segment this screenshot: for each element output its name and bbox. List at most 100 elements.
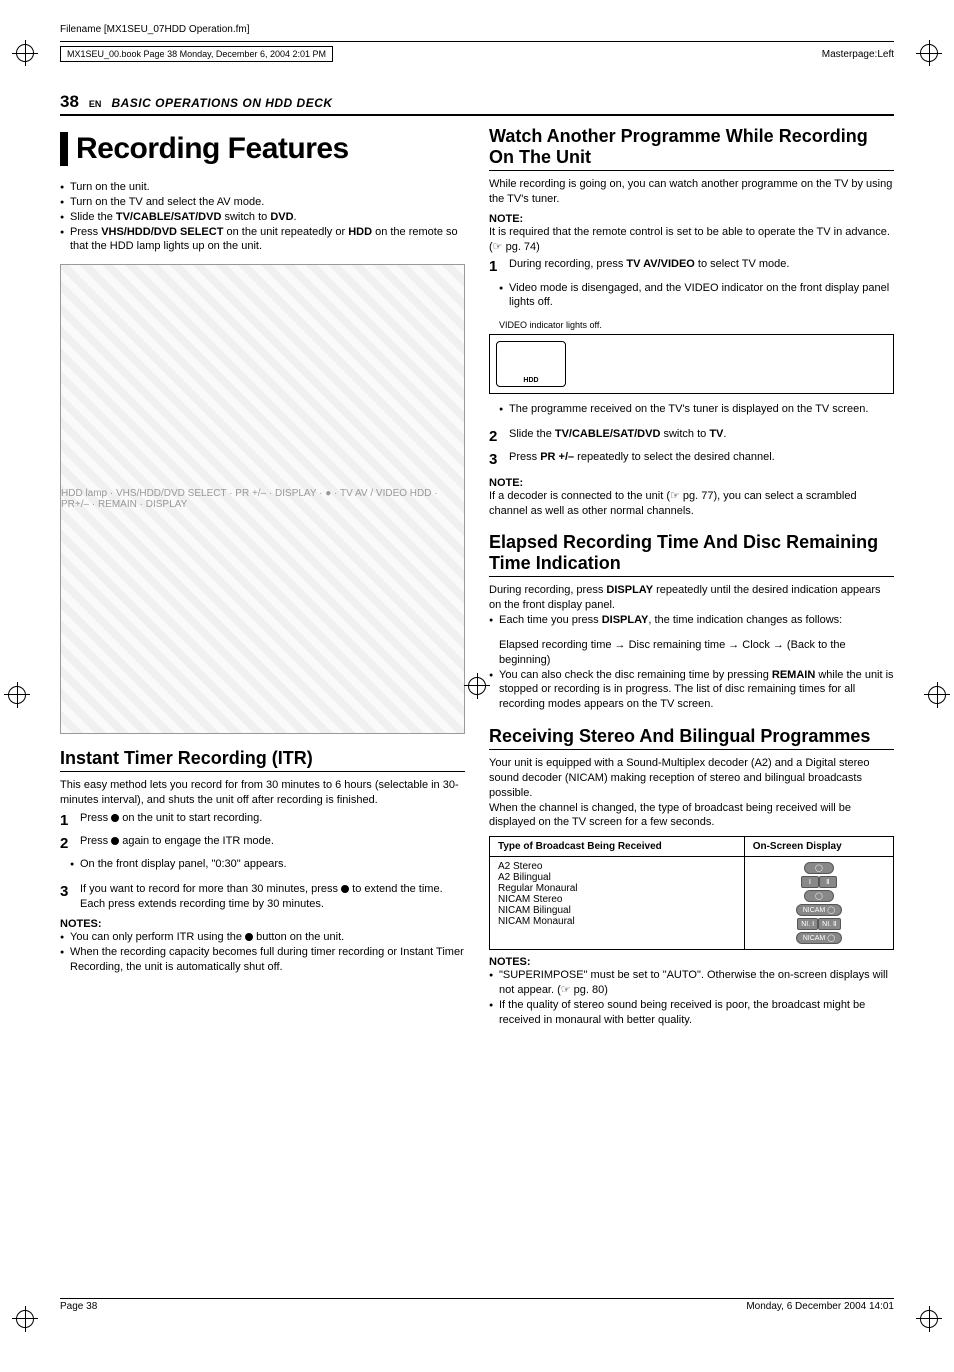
notes-list: You can only perform ITR using the butto…: [60, 930, 465, 975]
step-number: 2: [489, 427, 503, 447]
page-header: 38 EN BASIC OPERATIONS ON HDD DECK: [60, 92, 894, 116]
step-number: 1: [489, 257, 503, 277]
table-row: A2 Stereo A2 Bilingual Regular Monaural …: [490, 857, 894, 950]
display-panel-figure: HDD: [489, 334, 894, 394]
note-heading: NOTE:: [489, 477, 894, 489]
record-icon: [245, 933, 253, 941]
reg-mark: [16, 1310, 34, 1328]
step-sub: The programme received on the TV's tuner…: [499, 402, 894, 417]
figure-labels: HDD lamp · VHS/HDD/DVD SELECT · PR +/– ·…: [61, 488, 464, 510]
list-item: Each time you press DISPLAY, the time in…: [489, 613, 894, 628]
setup-item: Press VHS/HDD/DVD SELECT on the unit rep…: [60, 225, 465, 255]
step-number: 3: [60, 882, 74, 912]
record-icon: [111, 837, 119, 845]
broadcast-table: Type of Broadcast Being Received On-Scre…: [489, 836, 894, 950]
step-number: 2: [60, 834, 74, 854]
main-title: Recording Features: [60, 132, 465, 166]
notes-heading: NOTES:: [60, 918, 465, 930]
step: 2 Press again to engage the ITR mode.: [60, 834, 465, 854]
record-icon: [111, 814, 119, 822]
footer-date: Monday, 6 December 2004 14:01: [746, 1301, 894, 1312]
note-heading: NOTE:: [489, 213, 894, 225]
step: 1 Press on the unit to start recording.: [60, 811, 465, 831]
step-text: Press on the unit to start recording.: [80, 811, 262, 831]
page-number: 38: [60, 92, 79, 112]
broadcast-types: A2 Stereo A2 Bilingual Regular Monaural …: [490, 857, 745, 950]
figure-caption: VIDEO indicator lights off.: [489, 320, 894, 330]
step-number: 1: [60, 811, 74, 831]
reg-mark: [920, 44, 938, 62]
right-column: Watch Another Programme While Recording …: [489, 126, 894, 1038]
note-item: If the quality of stereo sound being rec…: [489, 998, 894, 1028]
elapsed-heading: Elapsed Recording Time And Disc Remainin…: [489, 532, 894, 577]
step-sublist: Video mode is disengaged, and the VIDEO …: [489, 281, 894, 311]
page-lang: EN: [89, 99, 102, 109]
sequence-text: Elapsed recording time → Disc remaining …: [489, 638, 894, 668]
elapsed-list: You can also check the disc remaining ti…: [489, 668, 894, 713]
notes-list: "SUPERIMPOSE" must be set to "AUTO". Oth…: [489, 968, 894, 1027]
step: 3 Press PR +/– repeatedly to select the …: [489, 450, 894, 470]
step-sub: Video mode is disengaged, and the VIDEO …: [499, 281, 894, 311]
step: 2 Slide the TV/CABLE/SAT/DVD switch to T…: [489, 427, 894, 447]
step-sub: On the front display panel, "0:30" appea…: [70, 857, 465, 872]
step: 3 If you want to record for more than 30…: [60, 882, 465, 912]
osd-badge: NICAM ◯: [796, 932, 842, 944]
setup-item: Slide the TV/CABLE/SAT/DVD switch to DVD…: [60, 210, 465, 225]
masterpage-label: Masterpage:Left: [822, 49, 894, 60]
table-header: Type of Broadcast Being Received: [490, 837, 745, 857]
step-text: Press again to engage the ITR mode.: [80, 834, 274, 854]
step-text: Press PR +/– repeatedly to select the de…: [509, 450, 775, 470]
page-footer: Page 38 Monday, 6 December 2004 14:01: [60, 1298, 894, 1312]
step-sublist: On the front display panel, "0:30" appea…: [60, 857, 465, 872]
page-section-title: BASIC OPERATIONS ON HDD DECK: [111, 96, 332, 110]
reg-mark: [920, 1310, 938, 1328]
list-item: You can also check the disc remaining ti…: [489, 668, 894, 713]
footer-page: Page 38: [60, 1301, 97, 1312]
step: 1 During recording, press TV AV/VIDEO to…: [489, 257, 894, 277]
hdd-indicator: HDD: [496, 341, 566, 387]
note-body: It is required that the remote control i…: [489, 225, 894, 255]
osd-badge: ◯: [804, 862, 834, 874]
osd-badge: NI. Ⅰ: [797, 918, 818, 930]
step-text: Slide the TV/CABLE/SAT/DVD switch to TV.: [509, 427, 726, 447]
unit-remote-diagram: HDD lamp · VHS/HDD/DVD SELECT · PR +/– ·…: [60, 264, 465, 734]
stereo-heading: Receiving Stereo And Bilingual Programme…: [489, 726, 894, 750]
stereo-p2: When the channel is changed, the type of…: [489, 801, 894, 831]
elapsed-intro: During recording, press DISPLAY repeated…: [489, 583, 894, 613]
osd-badge: NI. Ⅱ: [818, 918, 840, 930]
step-sublist: The programme received on the TV's tuner…: [489, 402, 894, 417]
reg-mark: [16, 44, 34, 62]
reg-mark: [468, 677, 486, 695]
reg-mark: [928, 686, 946, 704]
osd-badge: Ⅰ: [801, 876, 819, 888]
step-text: If you want to record for more than 30 m…: [80, 882, 465, 912]
note-item: You can only perform ITR using the butto…: [60, 930, 465, 945]
stereo-p1: Your unit is equipped with a Sound-Multi…: [489, 756, 894, 801]
osd-badge: NICAM ◯: [796, 904, 842, 916]
setup-list: Turn on the unit. Turn on the TV and sel…: [60, 180, 465, 254]
note-item: When the recording capacity becomes full…: [60, 945, 465, 975]
note-item: "SUPERIMPOSE" must be set to "AUTO". Oth…: [489, 968, 894, 998]
osd-badge: Ⅱ: [819, 876, 837, 888]
left-column: Recording Features Turn on the unit. Tur…: [60, 126, 465, 1038]
record-icon: [341, 885, 349, 893]
notes-heading: NOTES:: [489, 956, 894, 968]
book-line: MX1SEU_00.book Page 38 Monday, December …: [60, 46, 333, 62]
setup-item: Turn on the TV and select the AV mode.: [60, 195, 465, 210]
filename-line: Filename [MX1SEU_07HDD Operation.fm]: [60, 24, 894, 35]
itr-heading: Instant Timer Recording (ITR): [60, 748, 465, 772]
osd-badge: ◯: [804, 890, 834, 902]
setup-item: Turn on the unit.: [60, 180, 465, 195]
table-header: On-Screen Display: [744, 837, 893, 857]
step-text: During recording, press TV AV/VIDEO to s…: [509, 257, 789, 277]
rule: [60, 41, 894, 42]
osd-indicators: ◯ ⅠⅡ ◯ NICAM ◯ NI. ⅠNI. Ⅱ NICAM ◯: [744, 857, 893, 950]
elapsed-list: Each time you press DISPLAY, the time in…: [489, 613, 894, 628]
step-number: 3: [489, 450, 503, 470]
note-body: If a decoder is connected to the unit (☞…: [489, 489, 894, 519]
reg-mark: [8, 686, 26, 704]
table-header-row: Type of Broadcast Being Received On-Scre…: [490, 837, 894, 857]
watch-heading: Watch Another Programme While Recording …: [489, 126, 894, 171]
watch-intro: While recording is going on, you can wat…: [489, 177, 894, 207]
itr-intro: This easy method lets you record for fro…: [60, 778, 465, 808]
